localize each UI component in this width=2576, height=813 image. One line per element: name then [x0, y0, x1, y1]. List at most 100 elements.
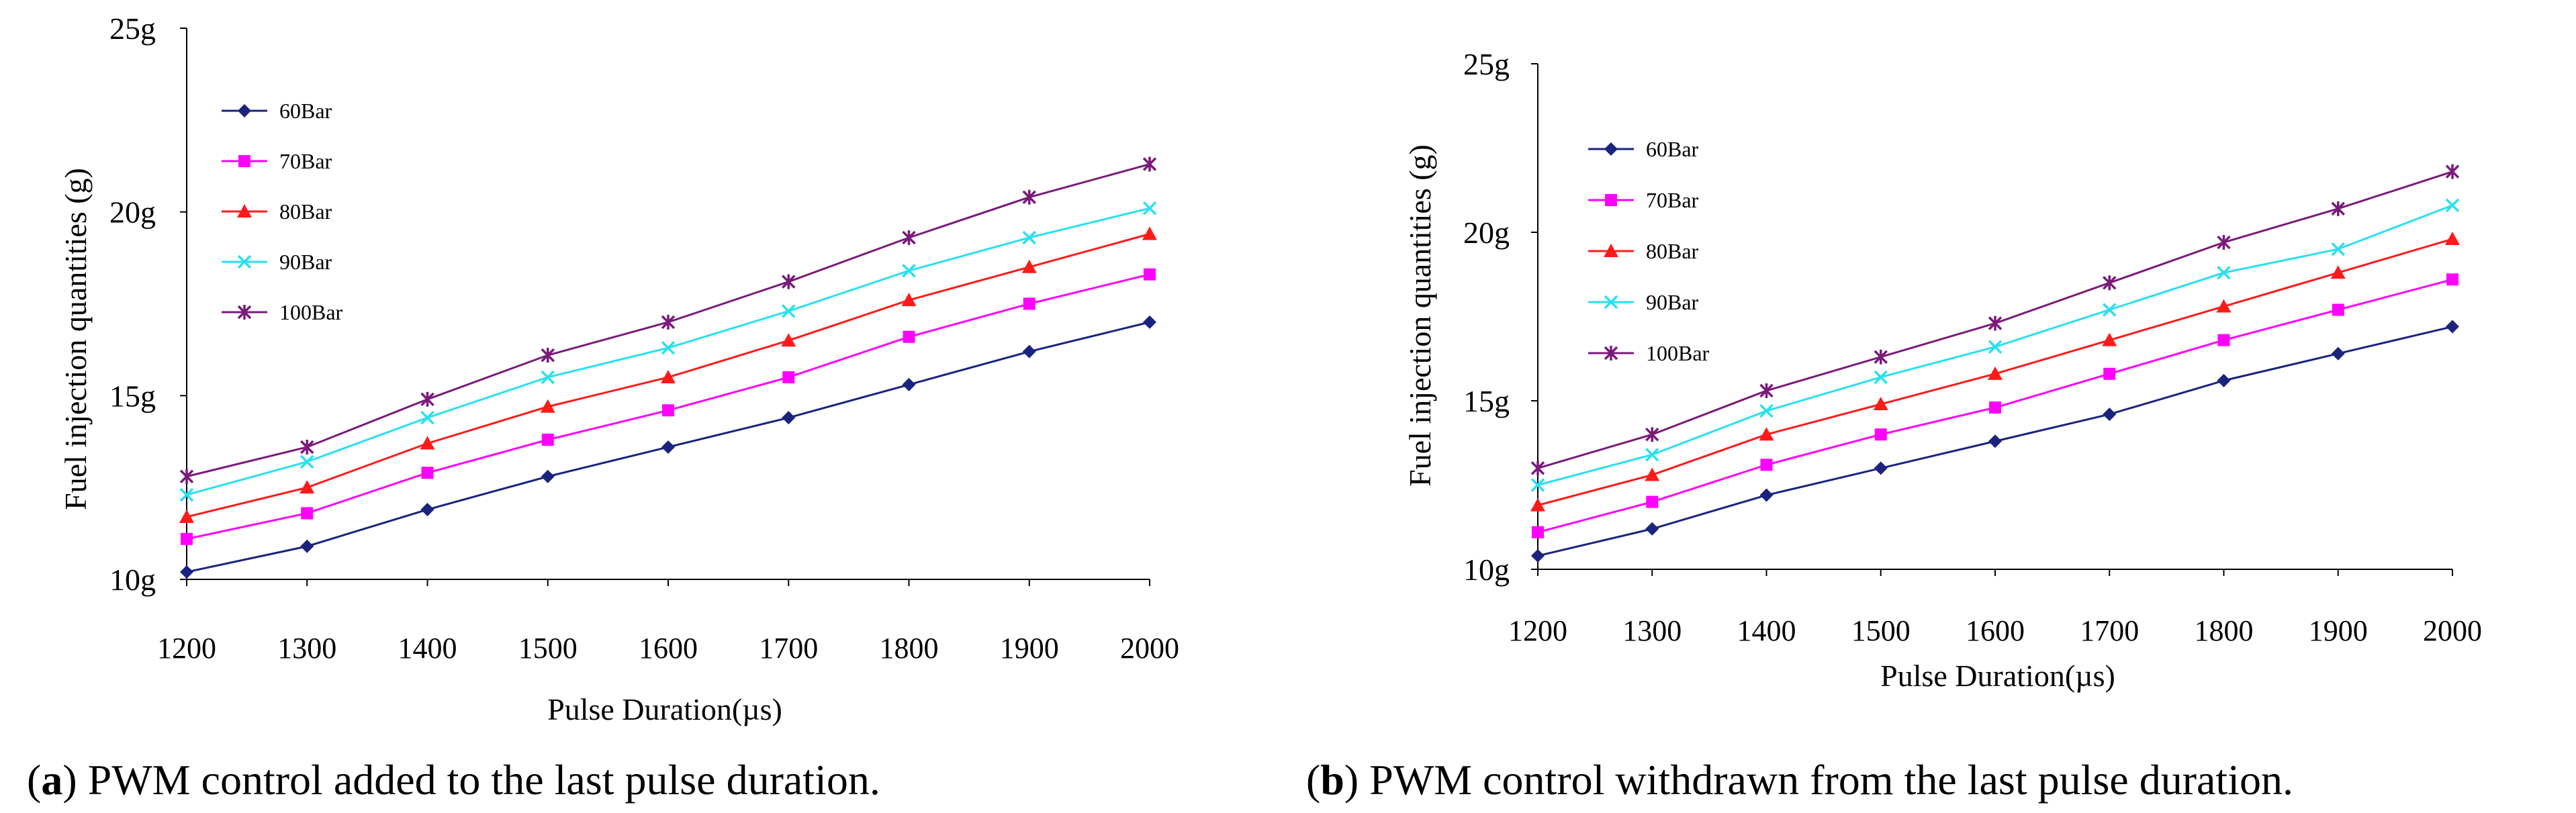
data-point-80Bar-b [1988, 366, 2003, 380]
data-point-100Bar-b [1645, 427, 1659, 442]
data-point-70Bar-a [541, 434, 554, 446]
data-point-80Bar-a [300, 480, 315, 494]
legend-a: 60Bar 70Bar 80Bar 90Bar 100Bar [222, 99, 343, 324]
data-point-70Bar-a [662, 404, 674, 417]
data-point-100Bar-a [661, 314, 676, 330]
data-point-80Bar-b [2102, 332, 2117, 346]
legend-marker-90Bar-a [237, 254, 252, 269]
data-point-100Bar-b [2445, 164, 2460, 179]
y-axis-title-a: Fuel injection quantities (g) [58, 168, 93, 510]
data-point-80Bar-a [179, 509, 194, 523]
data-point-60Bar-b [1988, 434, 2002, 448]
x-tick-label-a: 1400 [398, 632, 457, 665]
data-point-70Bar-b [2332, 303, 2344, 316]
data-point-60Bar-b [2331, 346, 2345, 361]
data-point-60Bar-b [2446, 320, 2459, 334]
legend-marker-100Bar-a [237, 305, 252, 320]
data-point-60Bar-b [1531, 548, 1545, 563]
y-tick-label-b: 20g [1463, 216, 1510, 250]
data-point-80Bar-b [1759, 427, 1774, 441]
x-axis-title-b: Pulse Duration(µs) [1880, 659, 2115, 693]
legend-label-100Bar-a: 100Bar [279, 300, 343, 324]
data-point-70Bar-b [2446, 273, 2458, 286]
y-axis-title-b: Fuel injection quantities (g) [1403, 144, 1437, 487]
x-tick-label-b: 1800 [2195, 614, 2254, 647]
data-point-70Bar-b [2217, 334, 2230, 346]
data-point-90Bar-b [2331, 242, 2345, 256]
legend-label-70Bar-b: 70Bar [1646, 188, 1699, 212]
legend-marker-80Bar-b [1604, 244, 1618, 257]
data-point-60Bar-b [1759, 488, 1774, 502]
data-point-90Bar-a [1142, 201, 1157, 216]
data-point-90Bar-a [300, 455, 314, 469]
chart-panel-a: 10g 15g 20g 25g 1200 1300 1400 1500 1600 1700 1800… [27, 11, 1179, 804]
data-point-80Bar-b [1645, 467, 1660, 481]
data-point-100Bar-a [420, 391, 434, 407]
data-point-80Bar-b [1873, 397, 1888, 411]
data-point-70Bar-b [1760, 459, 1773, 471]
legend-marker-90Bar-b [1604, 295, 1618, 309]
x-tick-label-b: 2000 [2423, 614, 2482, 647]
data-point-60Bar-a [1022, 344, 1036, 358]
x-tick-label-a: 1600 [639, 632, 698, 665]
data-point-90Bar-a [661, 340, 676, 355]
data-point-70Bar-b [1646, 495, 1659, 508]
caption-letter-a: a [41, 756, 62, 804]
data-point-100Bar-b [1530, 461, 1545, 476]
x-tick-label-a: 1700 [759, 632, 818, 665]
y-tick-label-b: 25g [1463, 47, 1510, 81]
data-point-90Bar-a [782, 304, 796, 318]
caption-letter-b: b [1320, 756, 1344, 804]
data-point-90Bar-a [902, 264, 916, 278]
caption-text-a: PWM control added to the last pulse dura… [88, 756, 880, 804]
data-point-70Bar-a [782, 371, 795, 383]
legend-label-100Bar-b: 100Bar [1646, 341, 1710, 365]
data-point-60Bar-b [1645, 522, 1659, 536]
data-point-90Bar-a [420, 410, 434, 425]
legend-marker-70Bar-a [238, 155, 250, 167]
x-tick-label-b: 1600 [1966, 614, 2025, 647]
data-point-70Bar-a [1144, 268, 1156, 281]
x-tick-label-a: 1900 [1000, 632, 1059, 665]
legend-marker-80Bar-a [237, 204, 252, 218]
data-point-60Bar-b [2217, 373, 2231, 387]
data-point-100Bar-b [2331, 201, 2345, 216]
data-point-60Bar-a [661, 440, 675, 454]
data-point-100Bar-b [1988, 316, 2003, 331]
data-point-60Bar-b [1874, 461, 1888, 475]
data-point-90Bar-b [1530, 478, 1545, 492]
data-point-100Bar-b [1759, 383, 1774, 398]
x-tick-label-a: 1500 [518, 632, 578, 665]
data-point-100Bar-b [2217, 235, 2231, 250]
legend-label-80Bar-a: 80Bar [279, 199, 332, 224]
data-point-80Bar-a [1021, 259, 1037, 273]
data-point-60Bar-a [180, 565, 193, 579]
x-axis-title-a: Pulse Duration(µs) [547, 692, 782, 726]
data-point-80Bar-a [661, 369, 676, 383]
y-tick-label-a: 20g [109, 195, 156, 230]
y-tick-label-a: 10g [109, 563, 156, 597]
data-point-90Bar-b [2217, 266, 2231, 280]
data-point-90Bar-a [179, 487, 194, 502]
data-point-60Bar-a [300, 539, 314, 553]
y-tick-label-b: 10g [1463, 553, 1510, 587]
data-point-90Bar-b [2103, 303, 2117, 317]
data-point-70Bar-a [181, 532, 193, 545]
x-tick-label-b: 1200 [1508, 614, 1567, 647]
legend-marker-60Bar-a [238, 104, 251, 117]
legend-label-70Bar-a: 70Bar [279, 149, 332, 173]
data-point-80Bar-b [1530, 497, 1545, 512]
data-point-90Bar-b [1645, 448, 1659, 462]
data-point-80Bar-a [1142, 226, 1157, 240]
data-point-80Bar-a [781, 333, 796, 347]
y-tick-label-a: 15g [109, 379, 156, 413]
data-point-70Bar-a [903, 330, 915, 343]
legend-label-90Bar-a: 90Bar [279, 250, 332, 274]
data-point-70Bar-a [421, 467, 434, 479]
x-tick-label-b: 1900 [2309, 614, 2368, 647]
data-point-80Bar-a [420, 436, 435, 450]
data-point-70Bar-b [1874, 428, 1887, 441]
legend-label-60Bar-a: 60Bar [279, 99, 332, 123]
x-tick-label-b: 1300 [1622, 614, 1682, 647]
data-point-60Bar-a [541, 469, 555, 483]
